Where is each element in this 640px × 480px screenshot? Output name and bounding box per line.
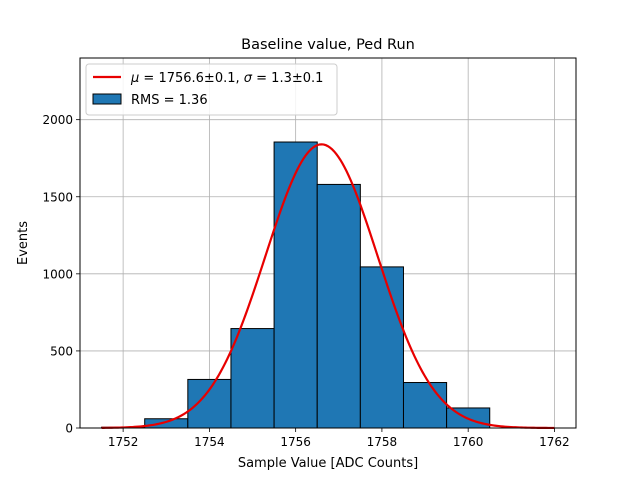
y-axis-label: Events: [16, 221, 31, 265]
y-tick-label: 0: [65, 422, 73, 436]
histogram-bar: [359, 266, 404, 429]
histogram-bars: [101, 141, 491, 429]
histogram-bar: [273, 141, 318, 429]
legend-mu-symbol: μ: [130, 71, 139, 86]
x-tick-label: 1760: [453, 435, 484, 449]
y-axis-ticks: 0 500 1000 1500 2000: [42, 113, 80, 436]
x-tick-label: 1758: [367, 435, 398, 449]
y-tick-label: 1000: [42, 267, 73, 281]
legend-mu-value: = 1756.6±0.1,: [139, 71, 243, 86]
gaussian-fit-curve: [101, 143, 555, 430]
x-tick-label: 1762: [539, 435, 570, 449]
chart-title: Baseline value, Ped Run: [241, 37, 415, 53]
histogram-bar: [144, 418, 189, 429]
x-axis-label: Sample Value [ADC Counts]: [238, 456, 418, 471]
legend-histogram-swatch: [92, 93, 122, 105]
x-tick-label: 1754: [194, 435, 225, 449]
histogram-bar: [230, 328, 275, 429]
legend-fit-label: μ = 1756.6±0.1, σ = 1.3±0.1: [130, 71, 323, 86]
legend: μ = 1756.6±0.1, σ = 1.3±0.1 RMS = 1.36: [85, 63, 338, 116]
x-axis-ticks: 1752 1754 1756 1758 1760 1762: [108, 428, 570, 449]
histogram-bar: [402, 382, 448, 429]
x-tick-label: 1752: [108, 435, 139, 449]
y-tick-label: 500: [50, 344, 73, 358]
plot-frame: [79, 57, 577, 429]
histogram-bar: [316, 183, 361, 429]
y-tick-label: 1500: [42, 190, 73, 204]
histogram-bar: [187, 378, 232, 429]
legend-sigma-value: = 1.3±0.1: [252, 71, 323, 86]
legend-box: [85, 63, 338, 116]
y-tick-label: 2000: [42, 113, 73, 127]
legend-histogram-label: RMS = 1.36: [131, 93, 208, 108]
x-tick-label: 1756: [280, 435, 311, 449]
legend-sigma-symbol: σ: [244, 71, 253, 86]
